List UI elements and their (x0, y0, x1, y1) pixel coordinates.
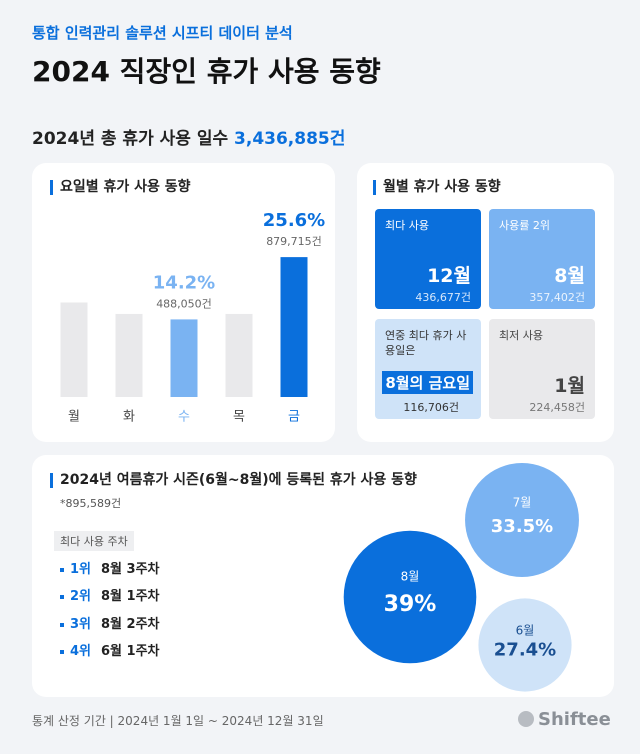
subtitle: 통합 인력관리 솔루션 시프티 데이터 분석 (32, 24, 293, 42)
rank-row: 4위 6월 1주차 (60, 640, 160, 659)
summer-card: 2024년 여름휴가 시즌(6월~8월)에 등록된 휴가 사용 동향 *895,… (32, 455, 614, 697)
card-label: 최저 사용 (499, 329, 543, 342)
month-card: 사용률 2위 8월 357,402건 (489, 209, 595, 309)
card-label: 사용률 2위 (499, 219, 550, 232)
card-count: 224,458건 (529, 401, 585, 414)
logo-text: Shiftee (538, 709, 611, 730)
logo: Shiftee (518, 709, 611, 730)
card-month: 12월 (427, 265, 471, 287)
week: 8월 2주차 (101, 617, 160, 632)
week: 6월 1주차 (101, 644, 160, 659)
rank: 2위 (60, 589, 91, 604)
month-card: 연중 최다 휴가 사용일은 8월의 금요일 116,706건 (375, 319, 481, 419)
month-card: 최다 사용 12월 436,677건 (375, 209, 481, 309)
total-value: 3,436,885건 (234, 129, 346, 149)
card-month: 8월의 금요일 (382, 371, 473, 394)
monthly-card: 월별 휴가 사용 동향 최다 사용 12월 436,677건 사용률 2위 8월… (357, 163, 614, 442)
weekday-card: 요일별 휴가 사용 동향 (32, 163, 335, 442)
rank-row: 3위 8월 2주차 (60, 613, 160, 632)
footer-period: 통계 산정 기간 | 2024년 1월 1일 ~ 2024년 12월 31일 (32, 714, 324, 728)
rank: 1위 (60, 562, 91, 577)
total: 2024년 총 휴가 사용 일수 3,436,885건 (32, 124, 345, 149)
card-count: 357,402건 (529, 291, 585, 304)
rank-row: 1위 8월 3주차 (60, 558, 160, 577)
total-label: 2024년 총 휴가 사용 일수 (32, 129, 229, 149)
card-month: 1월 (554, 375, 585, 397)
week: 8월 3주차 (101, 562, 160, 577)
rank: 4위 (60, 644, 91, 659)
title: 2024 직장인 휴가 사용 동향 (32, 55, 381, 88)
card-count: 436,677건 (415, 291, 471, 304)
card-month: 8월 (554, 265, 585, 287)
section-title: 2024년 여름휴가 시즌(6월~8월)에 등록된 휴가 사용 동향 (50, 473, 417, 488)
month-card: 최저 사용 1월 224,458건 (489, 319, 595, 419)
ranking-label: 최다 사용 주차 (54, 531, 134, 551)
week: 8월 1주차 (101, 589, 160, 604)
rank: 3위 (60, 617, 91, 632)
section-title: 월별 휴가 사용 동향 (373, 180, 501, 195)
rank-row: 2위 8월 1주차 (60, 585, 160, 604)
card-count: 116,706건 (403, 401, 459, 414)
card-label: 연중 최다 휴가 사용일은 (385, 329, 467, 357)
note: *895,589건 (60, 497, 122, 510)
card-label: 최다 사용 (385, 219, 429, 232)
section-title: 요일별 휴가 사용 동향 (50, 180, 191, 195)
